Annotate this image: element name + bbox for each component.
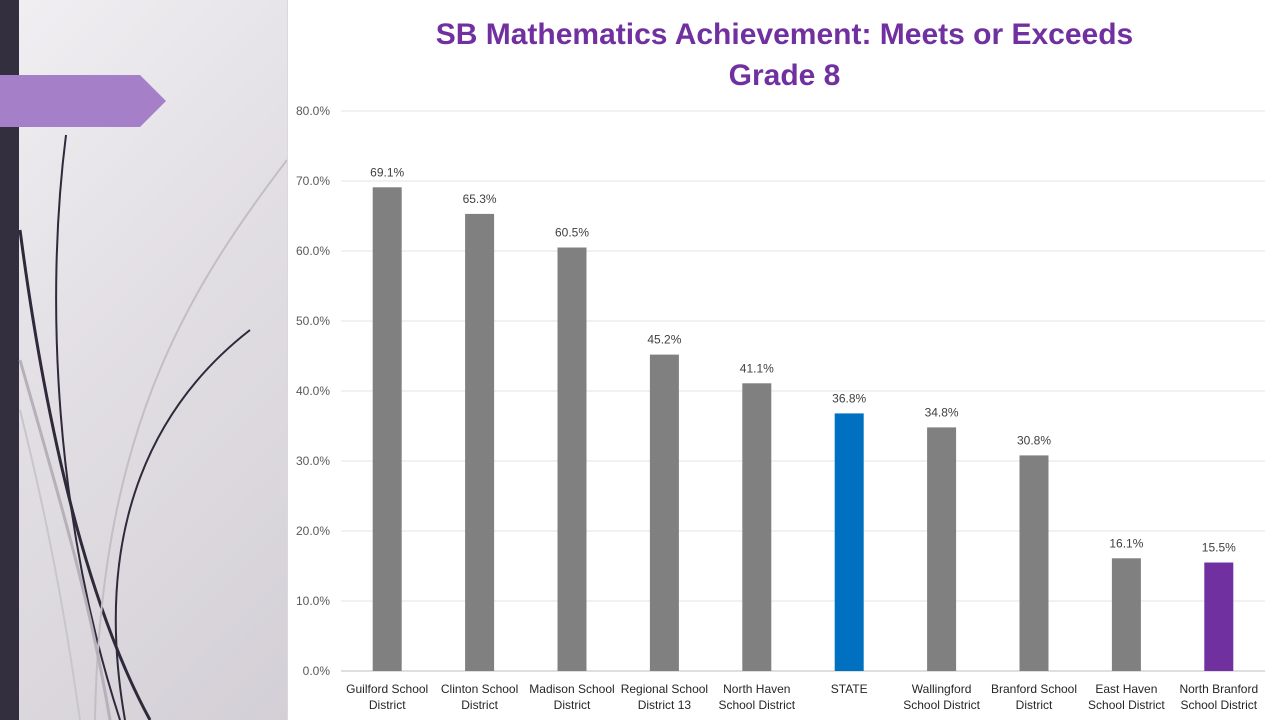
y-tick-label: 30.0% bbox=[296, 454, 330, 468]
purple-arrow-tab bbox=[0, 75, 166, 127]
data-label: 69.1% bbox=[370, 165, 404, 179]
x-tick-label: North Haven School District bbox=[718, 682, 795, 712]
chart-title: SB Mathematics Achievement: Meets or Exc… bbox=[435, 18, 1134, 51]
x-tick-label: North Branford School District bbox=[1179, 682, 1258, 712]
x-tick-label: Wallingford School District bbox=[903, 682, 980, 712]
dark-side-strip bbox=[0, 0, 19, 720]
y-tick-label: 20.0% bbox=[296, 524, 330, 538]
slide-decoration-panel bbox=[0, 0, 287, 720]
bar bbox=[1204, 562, 1234, 671]
bar bbox=[742, 383, 772, 671]
bar-chart: 0.0% 10.0% 20.0% 30.0% 40.0% 50.0% 60.0% 70.0% 8… bbox=[296, 104, 1265, 712]
chart-title-block: SB Mathematics Achievement: Meets or Exc… bbox=[288, 14, 1280, 96]
data-label: 60.5% bbox=[555, 226, 589, 240]
x-tick-label: STATE bbox=[831, 682, 868, 696]
data-label: 34.8% bbox=[925, 405, 959, 419]
data-label: 65.3% bbox=[463, 192, 497, 206]
y-tick-label: 10.0% bbox=[296, 594, 330, 608]
bar bbox=[557, 247, 587, 671]
data-label: 45.2% bbox=[647, 333, 681, 347]
data-label: 36.8% bbox=[832, 391, 866, 405]
chart-subtitle: Grade 8 bbox=[728, 59, 841, 92]
data-label: 15.5% bbox=[1202, 541, 1236, 555]
data-label: 16.1% bbox=[1109, 536, 1143, 550]
x-tick-label: Guilford School District bbox=[346, 682, 428, 712]
y-tick-label: 80.0% bbox=[296, 104, 330, 118]
bar bbox=[649, 354, 679, 671]
y-tick-label: 0.0% bbox=[303, 664, 331, 678]
y-tick-label: 70.0% bbox=[296, 174, 330, 188]
x-tick-label: Madison School District bbox=[529, 682, 614, 712]
bar bbox=[1019, 455, 1049, 671]
x-tick-label: Regional School District 13 bbox=[621, 682, 708, 712]
chart-container: SB Mathematics Achievement: Meets or Exc… bbox=[287, 0, 1280, 720]
data-label: 30.8% bbox=[1017, 433, 1051, 447]
bar bbox=[465, 213, 495, 671]
bar bbox=[372, 187, 402, 672]
bar bbox=[834, 413, 864, 671]
y-tick-label: 50.0% bbox=[296, 314, 330, 328]
data-label: 41.1% bbox=[740, 361, 774, 375]
y-tick-label: 60.0% bbox=[296, 244, 330, 258]
bar bbox=[1111, 558, 1141, 671]
x-tick-label: East Haven School District bbox=[1088, 682, 1165, 712]
decorative-curves bbox=[0, 75, 287, 720]
x-tick-label: Clinton School District bbox=[441, 682, 518, 712]
bar bbox=[927, 427, 957, 671]
y-tick-label: 40.0% bbox=[296, 384, 330, 398]
x-tick-label: Branford School District bbox=[991, 682, 1077, 712]
